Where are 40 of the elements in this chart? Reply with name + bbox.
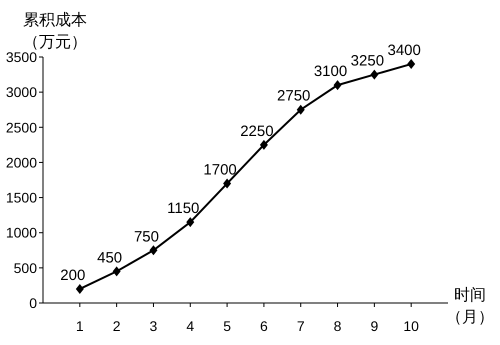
data-label: 3250 <box>350 52 384 70</box>
point <box>296 104 305 115</box>
x-tick-label: 6 <box>260 318 268 334</box>
y-tick-label: 0 <box>29 295 38 311</box>
x-tick-label: 9 <box>370 318 378 334</box>
point <box>407 59 416 70</box>
x-tick-label: 1 <box>76 318 84 334</box>
data-label: 200 <box>60 266 86 284</box>
data-label: 1700 <box>203 162 237 179</box>
data-label: 2750 <box>277 88 310 105</box>
y-tick-label: 2000 <box>6 154 38 170</box>
y-tick-label: 3000 <box>6 84 38 100</box>
point <box>112 266 121 276</box>
x-axis-title: 时间（月） <box>446 286 494 326</box>
x-tick-label: 4 <box>186 318 194 334</box>
y-tick-label: 2500 <box>6 119 38 136</box>
point <box>76 284 84 294</box>
point <box>223 178 232 189</box>
point <box>370 70 378 80</box>
data-label: 450 <box>97 249 122 266</box>
x-tick-label: 5 <box>223 318 232 334</box>
y-tick-label: 1500 <box>6 190 38 206</box>
data-label: 3100 <box>314 63 348 80</box>
data-label: 2250 <box>240 122 274 140</box>
y-axis-title: 累积成本（万元） <box>23 11 87 51</box>
point <box>186 217 194 228</box>
x-tick-label: 8 <box>334 318 342 334</box>
data-label: 3400 <box>387 42 421 60</box>
point <box>260 140 268 150</box>
x-tick-label: 3 <box>150 318 158 334</box>
point <box>149 245 158 256</box>
x-tick-label: 10 <box>403 318 420 334</box>
point <box>334 80 342 90</box>
data-label: 750 <box>134 228 159 246</box>
x-tick-label: 7 <box>296 318 305 334</box>
x-tick-label: 2 <box>112 318 121 334</box>
y-tick-label: 3500 <box>6 49 38 65</box>
data-label: 1150 <box>167 200 200 218</box>
y-tick-label: 500 <box>14 260 38 276</box>
y-tick-label: 1000 <box>6 224 38 241</box>
